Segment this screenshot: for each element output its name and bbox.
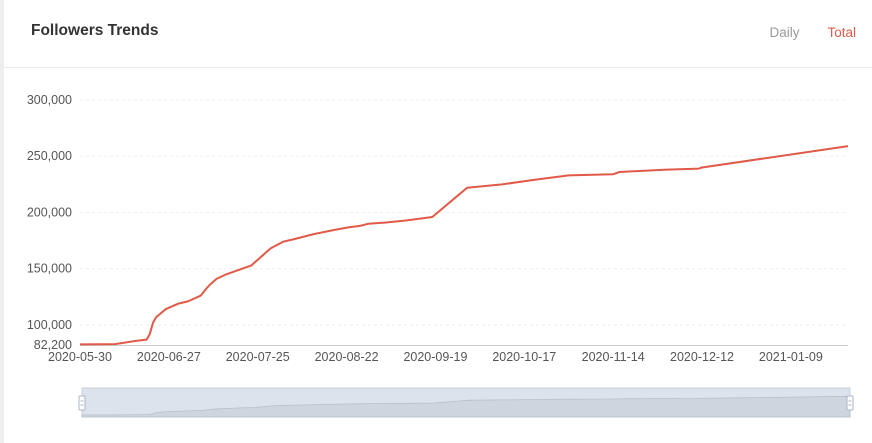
y-tick-label: 300,000 [27, 93, 72, 107]
tab-daily[interactable]: Daily [769, 25, 800, 40]
zoom-slider-preview-area [81, 395, 851, 418]
x-tick-label: 2020-08-22 [315, 350, 379, 364]
x-tick-label: 2020-12-12 [670, 350, 734, 364]
x-tick-label: 2020-11-14 [582, 350, 645, 364]
card-header: Followers Trends Daily Total [4, 0, 872, 68]
zoom-slider-right-handle[interactable] [846, 395, 854, 411]
x-tick-label: 2020-05-30 [48, 350, 112, 364]
zoom-slider-left-handle[interactable] [78, 395, 86, 411]
x-tick-label: 2020-06-27 [137, 350, 201, 364]
view-tabs: Daily Total [769, 25, 856, 40]
x-tick-label: 2020-10-17 [492, 350, 556, 364]
y-tick-label: 150,000 [27, 262, 72, 276]
x-tick-label: 2020-07-25 [226, 350, 290, 364]
x-tick-label: 2021-01-09 [759, 350, 823, 364]
y-tick-label: 82,200 [34, 338, 72, 352]
chart-title: Followers Trends [31, 22, 159, 39]
x-tick-label: 2020-09-19 [403, 350, 467, 364]
y-tick-label: 200,000 [27, 205, 72, 219]
y-tick-label: 100,000 [27, 318, 72, 332]
y-tick-label: 250,000 [27, 149, 72, 163]
series-line [79, 145, 849, 346]
tab-total[interactable]: Total [827, 25, 856, 40]
